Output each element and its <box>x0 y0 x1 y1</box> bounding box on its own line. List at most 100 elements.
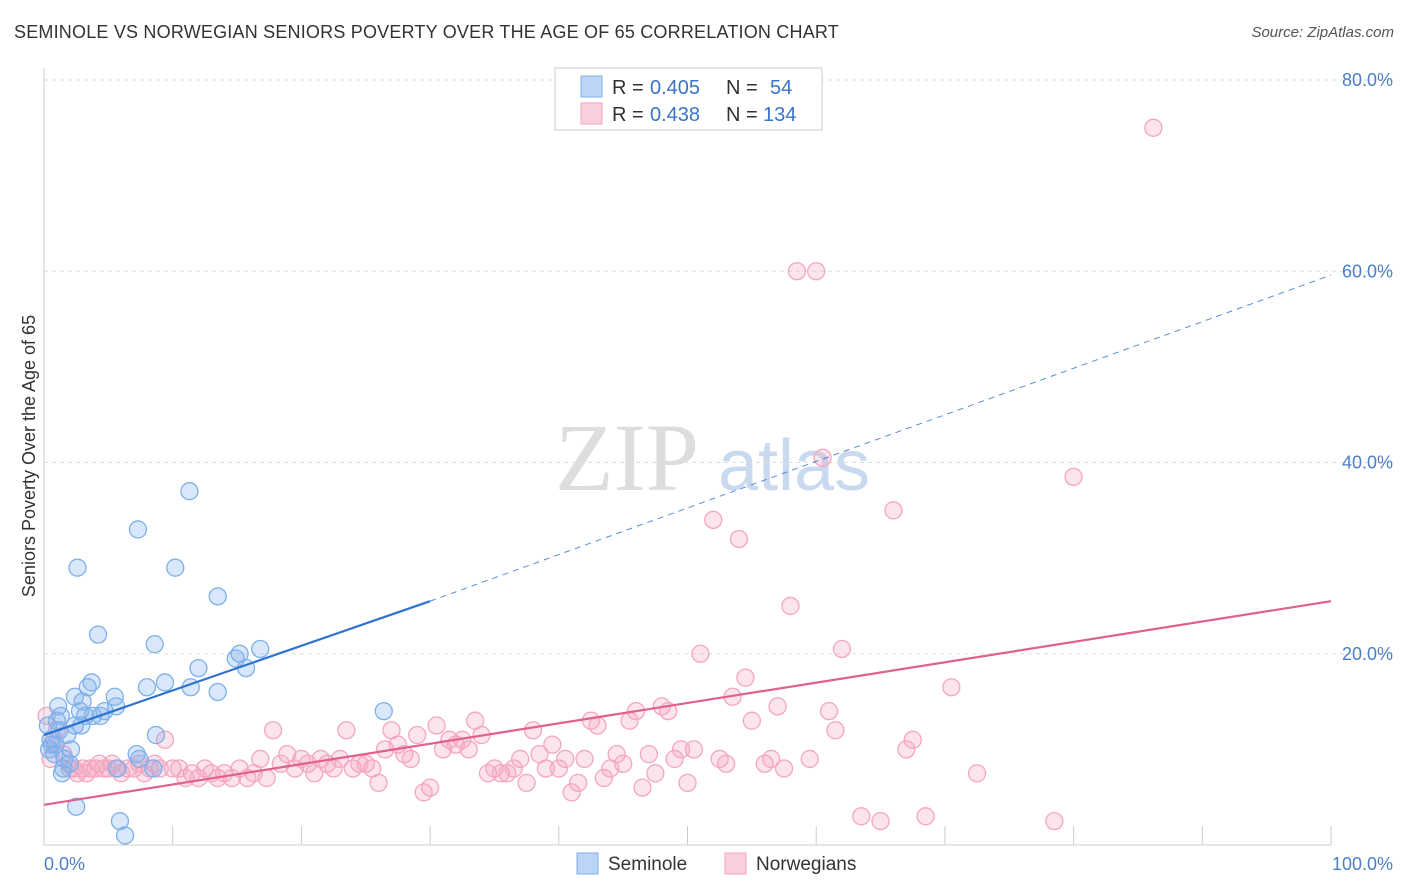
seminole-point <box>137 678 157 697</box>
norwegians-point <box>155 730 175 749</box>
norwegians-point <box>826 721 845 740</box>
norwegians-point <box>337 721 356 740</box>
seminole-point <box>146 725 166 745</box>
seminole-point <box>189 658 208 678</box>
seminole-point <box>374 701 393 721</box>
seminole-point <box>73 692 92 711</box>
norwegians-point <box>543 735 562 754</box>
legend-r-label-2: R = <box>612 104 644 126</box>
norwegians-point <box>588 716 607 735</box>
norwegians-point <box>150 759 169 778</box>
norwegians-point <box>614 754 633 773</box>
legend-r-label-1: R = <box>612 77 644 99</box>
norwegians-point <box>94 759 113 778</box>
norwegians-point <box>536 759 556 778</box>
norwegians-point <box>774 759 794 778</box>
norwegians-point <box>1144 118 1163 137</box>
norwegians-point <box>916 807 935 826</box>
norwegians-point <box>762 749 781 769</box>
y-axis-title: Seniors Poverty Over the Age of 65 <box>19 315 39 597</box>
norwegians-point <box>556 749 575 769</box>
norwegians-point <box>408 725 427 745</box>
seminole-point <box>155 673 175 692</box>
norwegians-point <box>575 749 594 769</box>
norwegians-point <box>684 740 704 759</box>
norwegians-point <box>768 697 787 716</box>
y-tick-label-60: 60.0% <box>1342 261 1393 281</box>
norwegians-point <box>639 745 659 764</box>
legend-n-value-2: 134 <box>763 104 796 126</box>
seminole-point <box>108 759 127 778</box>
norwegians-point <box>813 448 832 467</box>
seminole-point <box>110 811 130 831</box>
watermark-atlas: atlas <box>718 426 870 506</box>
bottom-legend-norwegians: Norwegians <box>756 854 856 875</box>
norwegians-point <box>523 721 543 740</box>
seminole-point <box>208 587 227 606</box>
norwegians-point <box>646 764 665 783</box>
norwegians-point <box>807 262 826 281</box>
norwegians-point <box>568 773 588 792</box>
legend-r-value-1: 0.405 <box>650 77 700 99</box>
bottom-legend-swatch-norwegians <box>724 852 747 875</box>
y-tick-label-40: 40.0% <box>1342 453 1393 473</box>
seminole-point <box>128 520 148 539</box>
norwegians-point <box>716 754 736 773</box>
legend-swatch-norwegians <box>580 102 603 125</box>
norwegians-point <box>671 740 691 759</box>
seminole-point <box>68 558 87 577</box>
x-tick-label-0: 0.0% <box>44 854 85 874</box>
tick-labels: 20.0% 40.0% 60.0% 80.0% 0.0% 100.0% <box>44 70 1393 874</box>
seminole-point <box>127 745 146 764</box>
norwegians-point <box>594 768 613 788</box>
norwegians-point <box>871 811 890 831</box>
norwegians-point <box>787 262 807 281</box>
norwegians-point <box>401 749 420 769</box>
norwegians-point <box>504 759 523 778</box>
norwegians-point <box>736 668 755 687</box>
legend-n-label-1: N = <box>726 77 758 99</box>
y-tick-label-20: 20.0% <box>1342 644 1393 664</box>
watermark-zip: ZIP <box>555 404 699 511</box>
norwegians-point <box>459 740 478 759</box>
grid-lines <box>44 79 1392 655</box>
norwegians-point <box>420 778 440 797</box>
seminole-points <box>38 482 393 845</box>
norwegians-point <box>665 749 684 769</box>
seminole-point <box>60 754 79 773</box>
legend-r-value-2: 0.438 <box>650 104 700 126</box>
norwegians-point <box>852 807 871 826</box>
x-tick-label-100: 100.0% <box>1332 854 1393 874</box>
norwegians-point <box>942 678 961 697</box>
norwegians-point <box>800 749 819 769</box>
axes <box>43 68 1332 846</box>
norwegians-point <box>704 510 723 530</box>
seminole-point <box>45 745 64 764</box>
legend-swatch-seminole <box>580 75 603 98</box>
norwegians-point <box>819 701 839 721</box>
legend: R = 0.405 N = 54 R = 0.438 N = 134 <box>554 67 823 131</box>
seminole-point <box>115 826 135 845</box>
norwegians-trend-line <box>43 600 1332 806</box>
seminole-point <box>51 706 70 726</box>
norwegians-point <box>257 768 276 788</box>
norwegians-point <box>678 773 697 792</box>
norwegians-point <box>427 716 446 735</box>
seminole-point <box>145 635 164 654</box>
norwegians-point <box>691 644 710 663</box>
seminole-point <box>130 749 149 769</box>
legend-n-value-1: 54 <box>770 77 792 99</box>
norwegians-point <box>517 773 536 792</box>
bottom-legend-seminole: Seminole <box>608 854 687 875</box>
norwegians-point <box>1045 811 1064 831</box>
seminole-point <box>208 682 227 702</box>
norwegians-point <box>903 730 922 749</box>
norwegians-point <box>832 639 852 659</box>
norwegians-point <box>607 745 626 764</box>
norwegians-point <box>897 740 916 759</box>
source-label: Source: ZipAtlas.com <box>1251 24 1394 41</box>
norwegians-point <box>562 783 581 802</box>
norwegians-point <box>251 749 270 769</box>
trend-lines <box>43 274 1332 806</box>
